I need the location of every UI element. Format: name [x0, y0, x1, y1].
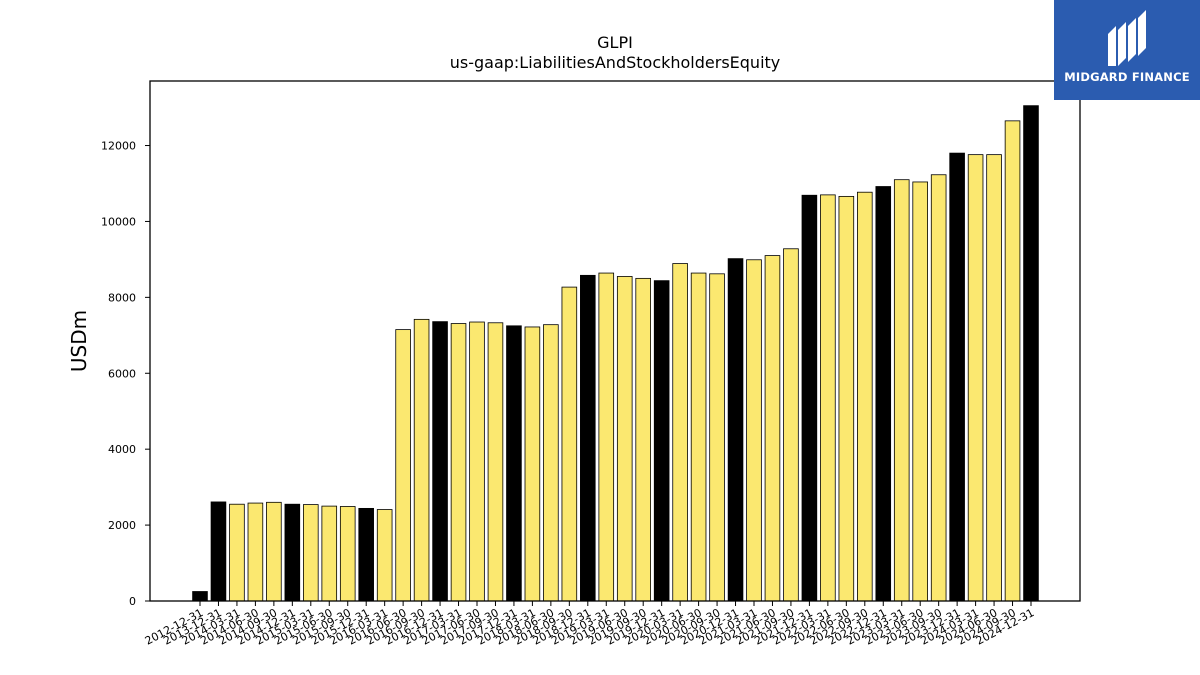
bar-2016-03-31 — [376, 509, 393, 602]
chart-title: GLPI — [597, 33, 633, 52]
bar-2019-09-30 — [635, 277, 651, 602]
bar-2021-09-30 — [783, 248, 799, 602]
bar-2017-09-30 — [487, 322, 504, 602]
bar-2024-09-30 — [1004, 120, 1021, 602]
bar-2024-06-30 — [986, 154, 1002, 602]
bar-2017-03-31 — [450, 323, 467, 602]
bar-2017-06-30 — [469, 321, 485, 602]
bar-2018-09-30 — [561, 286, 578, 602]
bar-2019-12-31 — [653, 280, 670, 602]
bar-2014-03-31 — [229, 503, 245, 602]
plot-frame — [149, 80, 1081, 602]
bar-2020-03-31 — [672, 263, 688, 602]
bar-2016-06-30 — [395, 329, 411, 602]
bar-2019-06-30 — [616, 276, 633, 602]
brand-logo: MIDGARD FINANCE — [1054, 0, 1200, 100]
bar-2013-12-31 — [210, 501, 227, 602]
bar-2023-06-30 — [912, 181, 928, 602]
bar-2021-12-31 — [801, 194, 818, 602]
bar-2022-03-31 — [820, 194, 836, 602]
bar-2016-12-31 — [432, 321, 448, 602]
bar-2015-09-30 — [339, 506, 356, 602]
bar-2020-09-30 — [709, 273, 725, 602]
bar-2015-06-30 — [321, 505, 338, 602]
y-axis: 0 2000 4000 6000 8000 10000 12000 — [101, 140, 150, 608]
bar-2019-03-31 — [598, 272, 615, 602]
bar-2016-09-30 — [413, 318, 430, 602]
bar-2018-12-31 — [580, 274, 596, 602]
bar-2014-06-30 — [247, 502, 264, 602]
bar-2021-03-31 — [746, 259, 762, 602]
bar-2023-03-31 — [893, 179, 910, 602]
y-tick-label: 12000 — [101, 140, 136, 153]
bar-2014-12-31 — [284, 503, 301, 602]
logo-text: MIDGARD FINANCE — [1064, 70, 1190, 84]
bar-2024-12-31 — [1023, 105, 1039, 602]
bars-group — [192, 105, 1039, 602]
bar-2015-03-31 — [303, 504, 319, 602]
bar-2022-12-31 — [875, 186, 892, 602]
y-tick-label: 4000 — [108, 443, 136, 456]
y-axis-label: USDm — [67, 310, 91, 372]
y-tick-label: 2000 — [108, 519, 136, 532]
logo-mark-icon — [1108, 10, 1146, 66]
y-tick-label: 6000 — [108, 367, 136, 380]
bar-2018-03-31 — [524, 326, 541, 602]
y-tick-label: 10000 — [101, 215, 136, 228]
bar-2015-12-31 — [358, 507, 374, 602]
chart-subtitle: us-gaap:LiabilitiesAndStockholdersEquity — [450, 53, 781, 72]
bar-2012-12-31 — [192, 591, 208, 602]
bar-2018-06-30 — [543, 324, 559, 602]
bar-2014-09-30 — [266, 501, 282, 602]
bar-2017-12-31 — [506, 325, 522, 602]
bar-2024-03-31 — [967, 154, 984, 602]
bar-2020-06-30 — [690, 272, 707, 602]
bar-2021-06-30 — [764, 255, 781, 602]
bar-2023-09-30 — [930, 174, 947, 602]
bar-2020-12-31 — [727, 258, 744, 602]
y-tick-label: 0 — [129, 595, 136, 608]
bar-2022-06-30 — [838, 195, 855, 602]
x-axis: 2012-12-312013-12-312014-03-312014-06-30… — [143, 601, 1036, 648]
y-tick-label: 8000 — [108, 291, 136, 304]
bar-2022-09-30 — [857, 191, 873, 602]
bar-2023-12-31 — [949, 152, 965, 602]
